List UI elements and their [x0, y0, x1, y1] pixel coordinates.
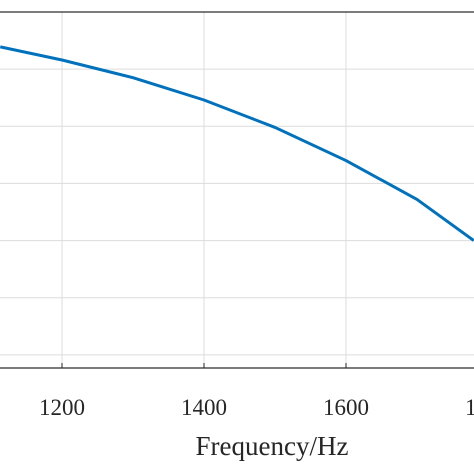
x-tick-label: 1800 — [465, 395, 474, 420]
x-tick-label: 1200 — [39, 395, 85, 420]
x-tick-label: 1400 — [181, 395, 227, 420]
x-axis-label: Frequency/Hz — [196, 431, 349, 461]
x-tick-label: 1600 — [323, 395, 369, 420]
line-series — [0, 45, 474, 242]
plot-frame — [0, 11, 474, 369]
